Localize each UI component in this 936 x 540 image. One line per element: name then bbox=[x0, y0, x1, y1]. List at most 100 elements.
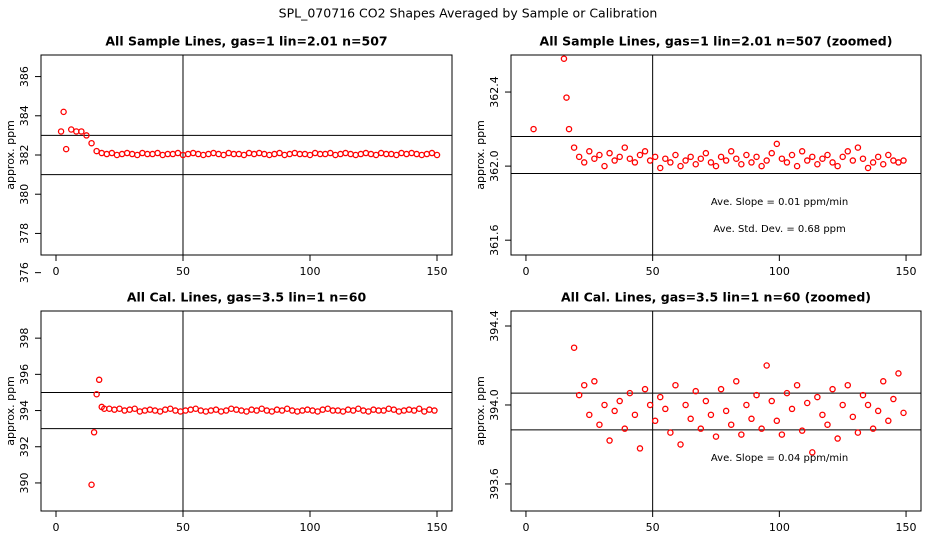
data-point bbox=[712, 433, 720, 440]
data-point bbox=[869, 159, 877, 166]
data-point bbox=[570, 144, 578, 151]
y-tick-label: 390 bbox=[18, 472, 31, 493]
data-point bbox=[793, 381, 801, 389]
data-point bbox=[667, 159, 674, 166]
data-point bbox=[748, 159, 755, 166]
x-tick-label: 150 bbox=[896, 265, 917, 278]
data-point bbox=[88, 139, 95, 147]
data-point bbox=[768, 397, 775, 405]
data-point bbox=[758, 425, 765, 432]
data-point bbox=[682, 157, 689, 164]
data-point bbox=[900, 409, 907, 417]
data-point bbox=[798, 427, 806, 434]
data-point bbox=[707, 411, 715, 419]
data-point bbox=[596, 151, 603, 159]
data-point bbox=[651, 417, 659, 425]
data-point bbox=[697, 425, 705, 432]
data-point bbox=[890, 395, 897, 403]
x-tick-label: 100 bbox=[300, 265, 321, 278]
data-point bbox=[854, 144, 862, 151]
data-point bbox=[753, 391, 760, 399]
x-tick-label: 0 bbox=[522, 265, 529, 278]
data-point bbox=[869, 425, 877, 432]
x-tick-label: 100 bbox=[769, 265, 790, 278]
data-point bbox=[626, 155, 634, 162]
data-point bbox=[641, 385, 649, 393]
data-point bbox=[580, 381, 588, 389]
x-tick-label: 50 bbox=[646, 521, 660, 534]
data-point bbox=[565, 125, 573, 133]
data-point bbox=[819, 155, 826, 162]
data-point bbox=[78, 128, 85, 135]
y-tick-label: 394.0 bbox=[488, 389, 501, 421]
data-point bbox=[636, 445, 644, 452]
data-point bbox=[672, 151, 679, 159]
data-point bbox=[743, 151, 750, 159]
data-point bbox=[753, 153, 760, 161]
data-point bbox=[788, 405, 796, 413]
data-point bbox=[733, 378, 740, 385]
data-point bbox=[864, 164, 872, 172]
y-tick-label: 384 bbox=[18, 105, 31, 126]
data-point bbox=[621, 425, 629, 432]
plot-box bbox=[510, 54, 922, 256]
data-point bbox=[611, 407, 618, 415]
panel-title: All Cal. Lines, gas=3.5 lin=1 n=60 bbox=[127, 290, 367, 305]
y-tick-label: 398 bbox=[18, 328, 31, 349]
panel-title: All Sample Lines, gas=1 lin=2.01 n=507 bbox=[105, 34, 387, 49]
data-point bbox=[814, 393, 821, 401]
annotation: Ave. Slope = 0.04 ppm/min bbox=[711, 453, 848, 464]
data-point bbox=[662, 405, 669, 413]
data-point bbox=[631, 159, 639, 166]
y-tick-label: 386 bbox=[18, 66, 31, 87]
data-point bbox=[692, 161, 699, 168]
data-point bbox=[641, 148, 649, 155]
data-point bbox=[636, 151, 644, 159]
data-point bbox=[829, 159, 836, 166]
data-point bbox=[631, 411, 639, 419]
data-point bbox=[702, 397, 710, 405]
data-point bbox=[874, 407, 882, 415]
data-point bbox=[672, 381, 679, 389]
data-point bbox=[864, 401, 872, 409]
data-point bbox=[874, 153, 882, 161]
x-tick-label: 0 bbox=[522, 521, 529, 534]
data-point bbox=[662, 155, 669, 162]
data-point bbox=[62, 145, 70, 153]
data-point bbox=[712, 162, 720, 170]
data-point bbox=[859, 391, 867, 399]
annotation: Ave. Std. Dev. = 0.68 ppm bbox=[713, 224, 845, 235]
data-point bbox=[560, 55, 568, 62]
y-tick-label: 393.6 bbox=[488, 468, 501, 500]
data-point bbox=[879, 161, 887, 168]
data-point bbox=[131, 405, 138, 412]
data-point bbox=[854, 429, 862, 436]
data-point bbox=[591, 378, 598, 385]
data-point bbox=[707, 159, 715, 166]
data-point bbox=[717, 153, 725, 161]
data-point bbox=[722, 407, 730, 415]
data-point bbox=[702, 149, 710, 157]
data-point bbox=[834, 435, 841, 442]
x-tick-label: 50 bbox=[176, 265, 190, 278]
data-point bbox=[601, 162, 608, 170]
data-point bbox=[611, 157, 618, 164]
data-point bbox=[606, 437, 613, 444]
data-point bbox=[900, 157, 907, 164]
y-axis-label: approx. ppm bbox=[4, 120, 17, 190]
data-point bbox=[575, 153, 583, 161]
y-tick-label: 380 bbox=[18, 184, 31, 205]
data-point bbox=[651, 153, 659, 161]
data-point bbox=[885, 417, 892, 425]
panel-title: All Cal. Lines, gas=3.5 lin=1 n=60 (zoom… bbox=[561, 290, 871, 305]
data-point bbox=[778, 431, 786, 438]
data-point bbox=[88, 481, 95, 489]
data-point bbox=[798, 148, 806, 155]
y-tick-label: 361.6 bbox=[488, 224, 501, 256]
y-tick-label: 362.0 bbox=[488, 150, 501, 182]
data-point bbox=[431, 407, 438, 414]
plot-box bbox=[510, 310, 922, 512]
y-tick-label: 392 bbox=[18, 436, 31, 457]
x-tick-label: 150 bbox=[427, 521, 448, 534]
data-point bbox=[570, 344, 578, 351]
